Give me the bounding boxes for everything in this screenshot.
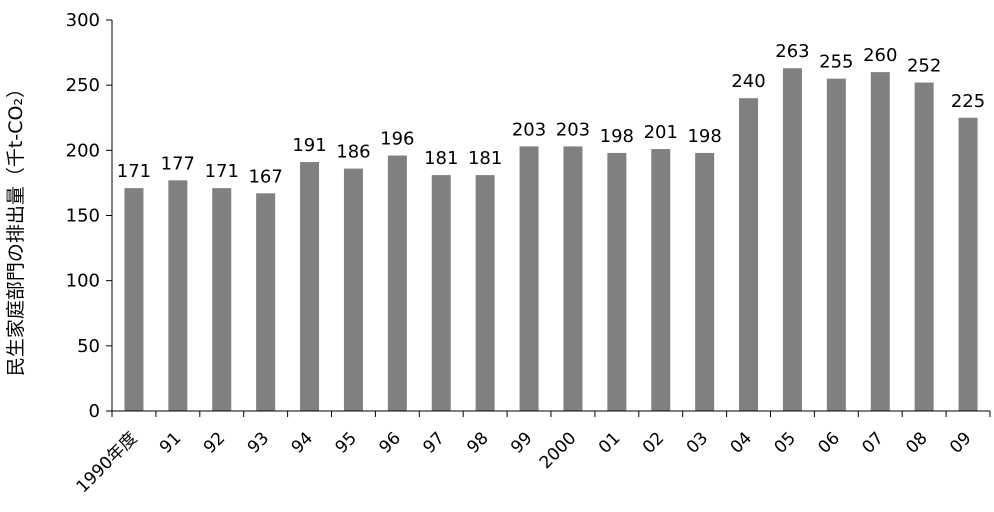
x-tick-label: 94 [288, 428, 317, 457]
value-label: 191 [292, 135, 326, 156]
bar [168, 180, 188, 411]
bar [958, 117, 978, 411]
x-tick-label: 07 [858, 428, 887, 457]
value-label: 186 [336, 142, 370, 163]
value-label: 196 [380, 129, 414, 150]
value-label: 201 [644, 122, 678, 143]
x-tick-label: 2000 [536, 428, 581, 473]
value-label: 198 [600, 126, 634, 147]
x-tick-label: 06 [814, 428, 843, 457]
bars [124, 68, 978, 412]
x-tick-label: 95 [332, 428, 361, 457]
y-tick-label: 50 [77, 336, 100, 357]
y-axis-label: 民生家庭部門の排出量（千t-CO₂） [5, 79, 27, 376]
value-label: 203 [512, 119, 546, 140]
x-tick-label: 05 [771, 428, 800, 457]
value-label: 260 [863, 45, 897, 66]
y-axis-ticks: 0 50 100 150 200 250 300 [66, 10, 112, 422]
value-label: 203 [556, 119, 590, 140]
value-label: 255 [819, 52, 853, 73]
y-tick-label: 0 [89, 401, 100, 422]
value-label: 225 [951, 91, 985, 112]
value-label: 252 [907, 56, 941, 77]
y-tick-label: 150 [66, 206, 100, 227]
value-label: 171 [117, 161, 151, 182]
axes [111, 20, 990, 412]
value-label: 177 [161, 153, 195, 174]
bar [563, 146, 583, 411]
value-label: 181 [424, 148, 458, 169]
value-label: 198 [687, 126, 721, 147]
bar [256, 193, 276, 411]
y-axis-label-group: 民生家庭部門の排出量（千t-CO₂） [5, 79, 27, 376]
x-tick-label: 91 [156, 428, 185, 457]
x-tick-label: 08 [902, 428, 931, 457]
bar [124, 188, 144, 411]
x-tick-label: 1990年度 [73, 428, 142, 497]
y-tick-label: 250 [66, 75, 100, 96]
bar [826, 78, 846, 412]
x-axis-tick-labels: 1990年度 91 92 93 94 95 96 97 98 99 2000 01 02 03 04 05 06… [73, 411, 991, 497]
value-labels: 171 177 171 167 191 186 196 181 181 203 203 198 201 1… [117, 41, 985, 187]
y-tick-label: 200 [66, 140, 100, 161]
bar [914, 82, 934, 411]
x-tick-label: 92 [200, 428, 229, 457]
x-tick-label: 09 [946, 428, 975, 457]
bar [782, 68, 802, 412]
x-tick-label: 03 [683, 428, 712, 457]
x-tick-label: 99 [507, 428, 536, 457]
bar [343, 168, 363, 411]
value-label: 171 [205, 161, 239, 182]
bar [475, 175, 495, 411]
bar [651, 149, 671, 411]
value-label: 167 [248, 166, 282, 187]
bar [739, 98, 759, 411]
x-tick-label: 01 [595, 428, 624, 457]
x-tick-label: 04 [727, 428, 756, 457]
x-tick-label: 98 [463, 428, 492, 457]
bar [519, 146, 539, 411]
x-tick-label: 93 [244, 428, 273, 457]
bar [387, 155, 407, 411]
bar [695, 152, 715, 411]
x-tick-label: 02 [639, 428, 668, 457]
bar [300, 162, 320, 411]
bar [870, 72, 890, 411]
y-tick-label: 100 [66, 271, 100, 292]
bar [212, 188, 232, 411]
bar [431, 175, 451, 411]
value-label: 263 [775, 41, 809, 62]
x-tick-label: 97 [419, 428, 448, 457]
value-label: 240 [731, 71, 765, 92]
x-tick-label: 96 [375, 428, 404, 457]
bar [607, 152, 627, 411]
y-tick-label: 300 [66, 10, 100, 31]
value-label: 181 [468, 148, 502, 169]
